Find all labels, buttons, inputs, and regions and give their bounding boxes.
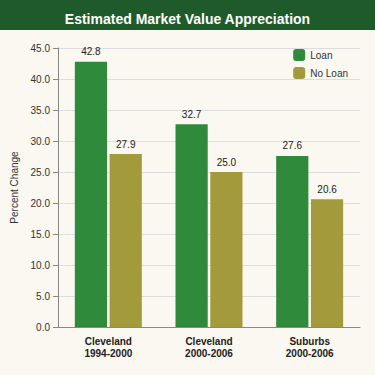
svg-text:Suburbs: Suburbs (289, 336, 330, 347)
svg-text:1994-2000: 1994-2000 (84, 348, 132, 359)
svg-text:35.0: 35.0 (31, 105, 51, 116)
svg-text:42.8: 42.8 (81, 46, 101, 57)
svg-text:32.7: 32.7 (182, 109, 202, 120)
svg-text:No Loan: No Loan (310, 68, 348, 79)
svg-text:2000-2006: 2000-2006 (286, 348, 334, 359)
svg-text:10.0: 10.0 (31, 260, 51, 271)
svg-text:0.0: 0.0 (36, 322, 50, 333)
svg-text:40.0: 40.0 (31, 74, 51, 85)
svg-text:27.9: 27.9 (116, 139, 136, 150)
svg-text:Estimated Market Value Appreci: Estimated Market Value Appreciation (65, 11, 310, 27)
svg-text:Percent Change: Percent Change (9, 151, 20, 224)
svg-text:15.0: 15.0 (31, 229, 51, 240)
svg-text:20.0: 20.0 (31, 198, 51, 209)
svg-text:27.6: 27.6 (283, 140, 303, 151)
svg-text:45.0: 45.0 (31, 43, 51, 54)
svg-text:20.6: 20.6 (317, 184, 337, 195)
svg-text:Cleveland: Cleveland (85, 336, 132, 347)
svg-text:Loan: Loan (310, 50, 332, 61)
svg-text:30.0: 30.0 (31, 136, 51, 147)
svg-text:Cleveland: Cleveland (185, 336, 232, 347)
svg-text:25.0: 25.0 (31, 167, 51, 178)
svg-text:5.0: 5.0 (36, 291, 50, 302)
svg-text:25.0: 25.0 (217, 157, 237, 168)
svg-text:2000-2006: 2000-2006 (185, 348, 233, 359)
